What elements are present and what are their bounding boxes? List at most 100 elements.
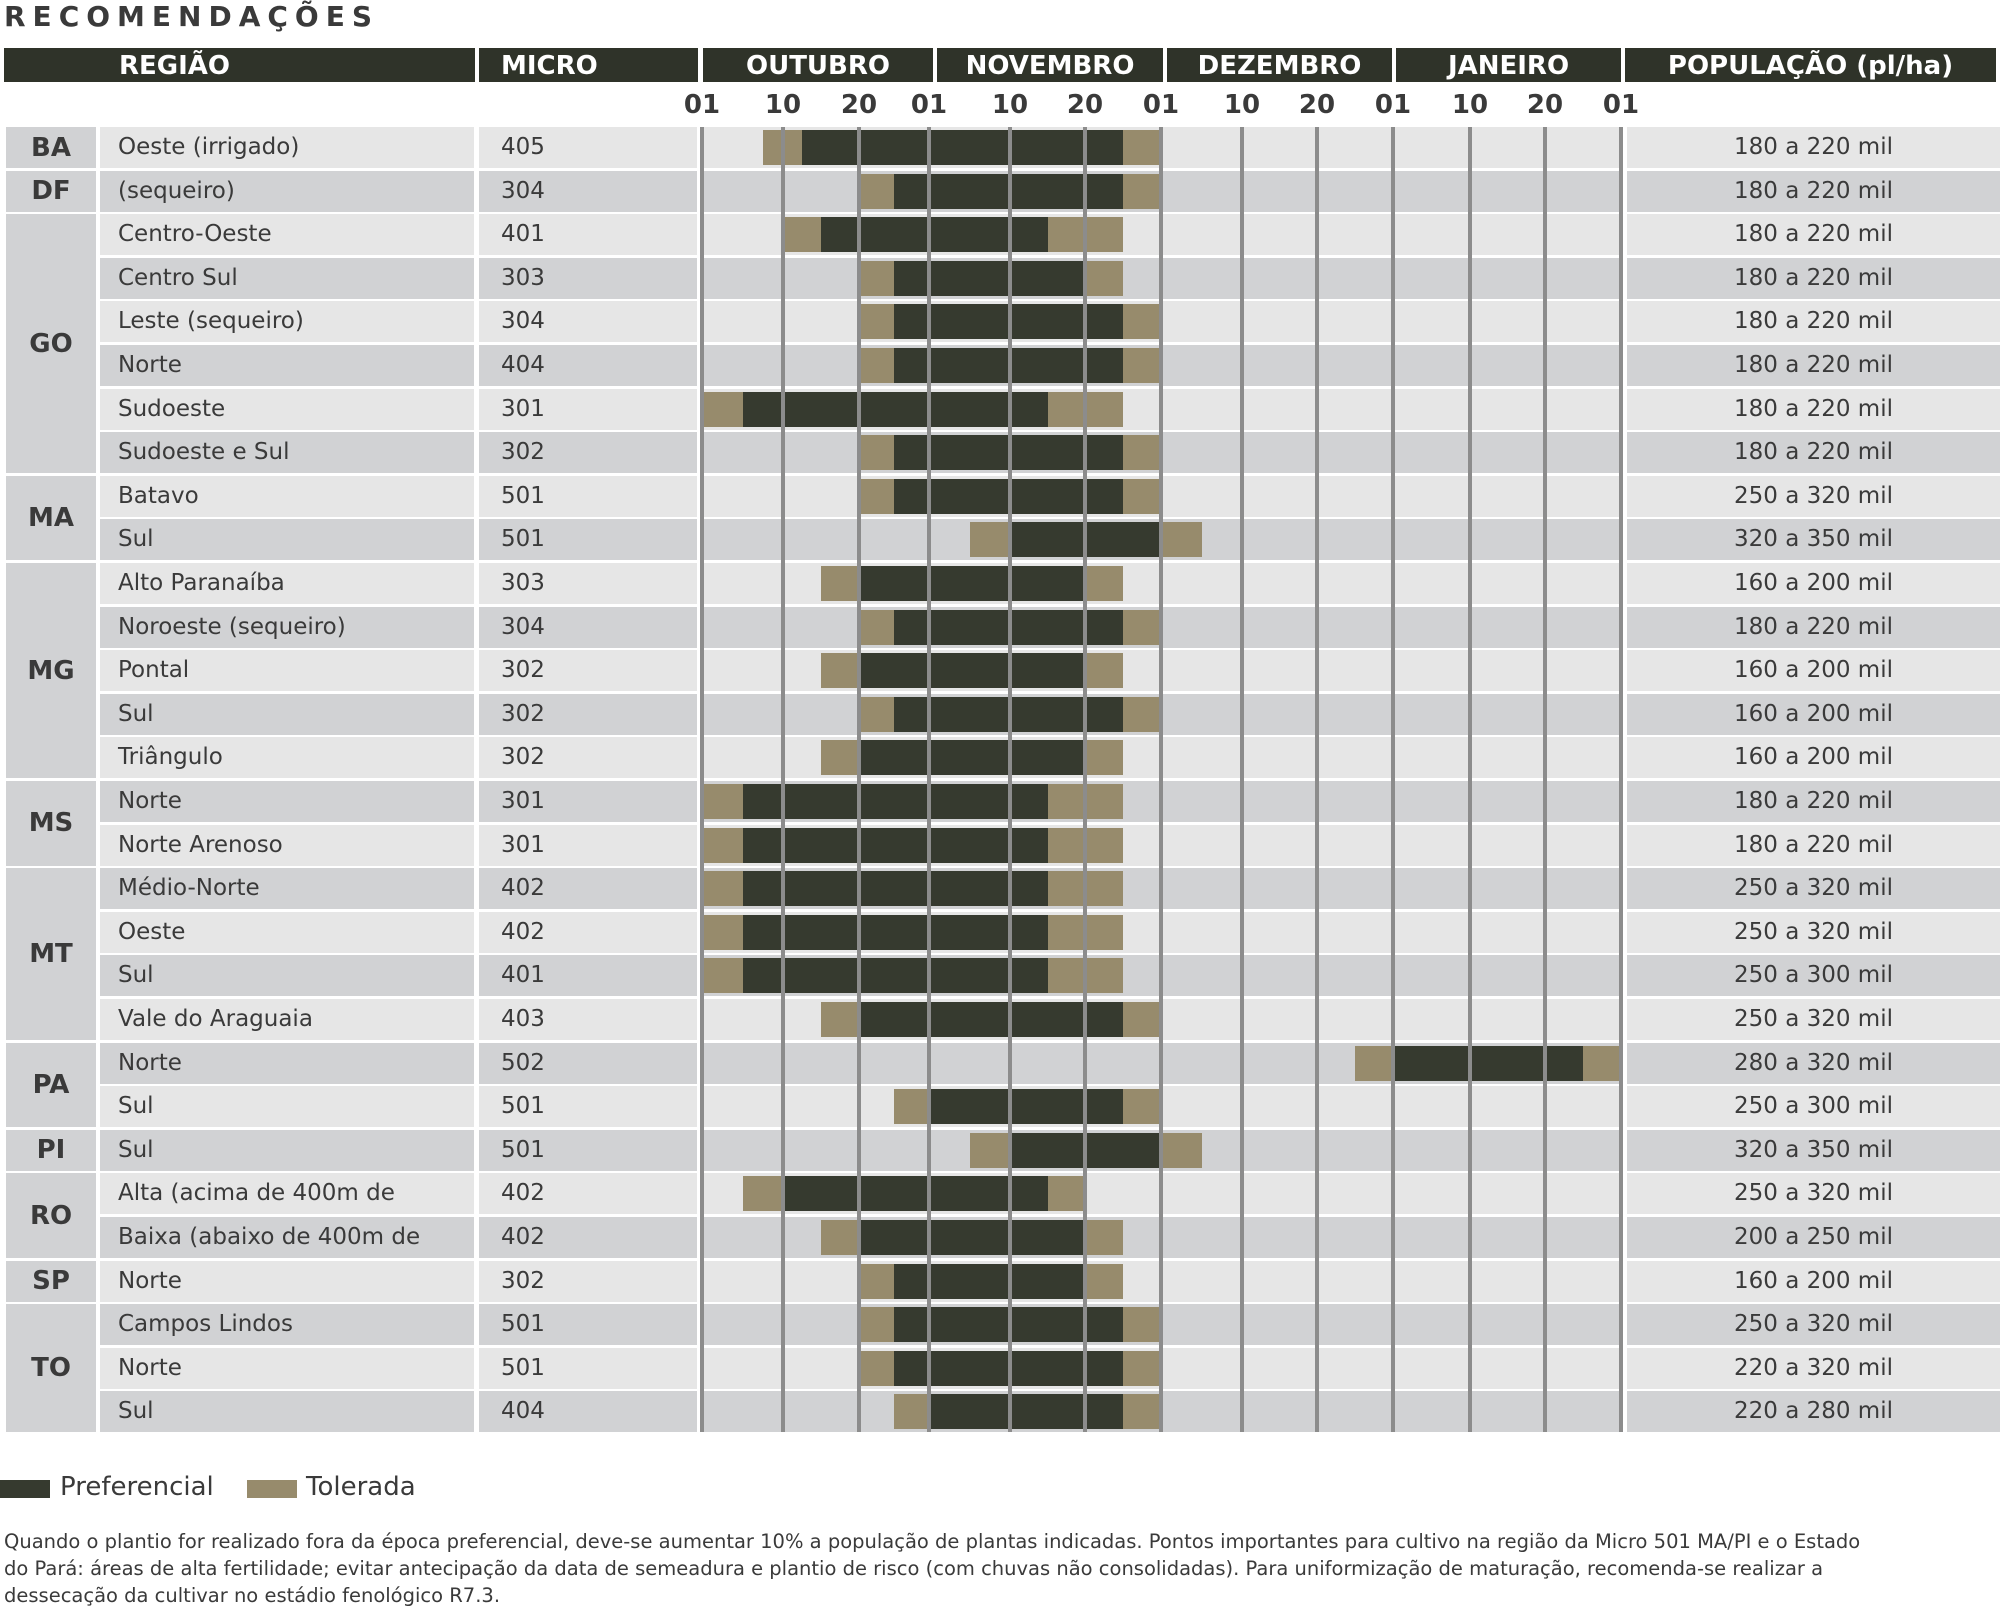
bar-preferencial	[859, 1002, 1123, 1037]
bar-tolerada	[742, 1176, 783, 1212]
table-row: (sequeiro) 304 180 a 220 mil	[0, 170, 2000, 212]
populacao-cell: 250 a 300 mil	[1627, 1086, 2000, 1128]
micro-cell: 402	[479, 911, 697, 953]
table-row: Sul 501 320 a 350 mil	[0, 1129, 2000, 1171]
regiao-cell: Batavo	[100, 475, 474, 517]
gridline	[1008, 127, 1012, 1433]
micro-cell: 303	[479, 563, 697, 604]
populacao-cell: 250 a 320 mil	[1627, 1173, 2000, 1215]
regiao-cell: Oeste (irrigado)	[100, 127, 474, 168]
bar-tolerada	[1047, 1176, 1085, 1212]
table-row: Baixa (abaixo de 400m de altitude)402 200…	[0, 1217, 2000, 1291]
micro-cell: 502	[479, 1042, 697, 1084]
regiao-cell: Alto Paranaíba	[100, 563, 474, 604]
bar-tolerada	[1123, 173, 1161, 209]
bar-tolerada	[1123, 130, 1161, 165]
bar-tolerada	[702, 871, 743, 907]
micro-cell: 301	[479, 781, 697, 822]
gridline	[1159, 127, 1163, 1433]
bar-preferencial	[802, 130, 1123, 165]
populacao-cell: 180 a 220 mil	[1627, 214, 2000, 256]
populacao-cell: 320 a 350 mil	[1627, 1129, 2000, 1171]
populacao-cell: 160 a 200 mil	[1627, 737, 2000, 779]
state-code: PA	[6, 1042, 96, 1128]
day-tick: 20	[1298, 90, 1336, 120]
table-row: Batavo 501 250 a 320 mil	[0, 475, 2000, 517]
bar-tolerada	[702, 784, 743, 819]
gridline	[1468, 127, 1472, 1433]
micro-cell: 304	[479, 606, 697, 648]
state-code: SP	[6, 1260, 96, 1302]
bar-tolerada	[894, 1394, 929, 1430]
populacao-cell: 250 a 320 mil	[1627, 475, 2000, 517]
gridline	[1315, 127, 1319, 1433]
bar-preferencial	[894, 1263, 1085, 1299]
regiao-cell: Noroeste (sequeiro)	[100, 606, 474, 648]
state-code: MT	[6, 868, 96, 1040]
micro-cell: 501	[479, 475, 697, 517]
populacao-cell: 160 a 200 mil	[1627, 693, 2000, 735]
table-row: Norte Arenoso 301 180 a 220 mil	[0, 824, 2000, 866]
table-row: Pontal 302 160 a 200 mil	[0, 650, 2000, 692]
table-row: Norte 501 220 a 320 mil	[0, 1347, 2000, 1389]
bar-tolerada	[783, 217, 821, 253]
table-row: Vale do Araguaia 403 250 a 320 mil	[0, 999, 2000, 1040]
bar-preferencial	[742, 784, 1048, 819]
bar-tolerada	[859, 1263, 894, 1299]
day-tick: 01	[1374, 90, 1412, 120]
state-code: DF	[6, 170, 96, 212]
bar-tolerada	[1085, 566, 1123, 601]
bar-preferencial	[859, 653, 1085, 689]
bar-tolerada	[1123, 435, 1161, 471]
table-row: Médio-Norte 402 250 a 320 mil	[0, 868, 2000, 910]
bar-tolerada	[1123, 1307, 1161, 1343]
table-row: Oeste (irrigado) 405 180 a 220 mil	[0, 127, 2000, 168]
bar-tolerada	[1085, 653, 1123, 689]
bar-tolerada	[1123, 609, 1161, 645]
regiao-cell: Pontal	[100, 650, 474, 692]
state-code: RO	[6, 1173, 96, 1258]
populacao-cell: 180 a 220 mil	[1627, 345, 2000, 386]
populacao-cell: 180 a 220 mil	[1627, 781, 2000, 822]
regiao-cell: Norte	[100, 781, 474, 822]
regiao-cell: Sul	[100, 1129, 474, 1171]
table-row: Noroeste (sequeiro) 304 180 a 220 mil	[0, 606, 2000, 648]
bar-tolerada	[1123, 1394, 1161, 1430]
populacao-cell: 220 a 280 mil	[1627, 1391, 2000, 1433]
bar-preferencial	[783, 1176, 1048, 1212]
header-month-janeiro: JANEIRO	[1396, 48, 1621, 82]
micro-cell: 302	[479, 650, 697, 692]
state-code: BA	[6, 127, 96, 168]
gridline	[1543, 127, 1547, 1433]
regiao-cell: Norte	[100, 1260, 474, 1302]
regiao-cell: Centro Sul	[100, 257, 474, 299]
legend-swatch-tolerada	[247, 1480, 297, 1498]
micro-cell: 402	[479, 1173, 697, 1215]
populacao-cell: 180 a 220 mil	[1627, 170, 2000, 212]
bar-tolerada	[1085, 1263, 1123, 1299]
regiao-cell: Sudoeste	[100, 388, 474, 430]
bar-tolerada	[821, 740, 859, 776]
bar-tolerada	[1085, 1220, 1123, 1255]
populacao-cell: 160 a 200 mil	[1627, 563, 2000, 604]
regiao-cell: Oeste	[100, 911, 474, 953]
bar-preferencial	[742, 871, 1048, 907]
bar-preferencial	[742, 914, 1048, 950]
bar-tolerada	[1161, 522, 1202, 558]
regiao-cell: Sul	[100, 1086, 474, 1128]
bar-tolerada	[1123, 1350, 1161, 1386]
table-row: Sudoeste e Sul 302 180 a 220 mil	[0, 432, 2000, 474]
populacao-cell: 280 a 320 mil	[1627, 1042, 2000, 1084]
day-tick: 10	[764, 90, 802, 120]
table-row: Centro Sul 303 180 a 220 mil	[0, 257, 2000, 299]
regiao-cell: Vale do Araguaia	[100, 999, 474, 1040]
state-code: MS	[6, 781, 96, 866]
micro-cell: 501	[479, 1304, 697, 1346]
regiao-cell: Baixa (abaixo de 400m de altitude)	[100, 1217, 474, 1291]
bar-tolerada	[1123, 304, 1161, 340]
bar-preferencial	[859, 740, 1085, 776]
bar-tolerada	[1123, 1002, 1161, 1037]
gridline	[700, 127, 704, 1433]
header-micro: MICRO	[479, 48, 698, 82]
micro-cell: 402	[479, 868, 697, 910]
